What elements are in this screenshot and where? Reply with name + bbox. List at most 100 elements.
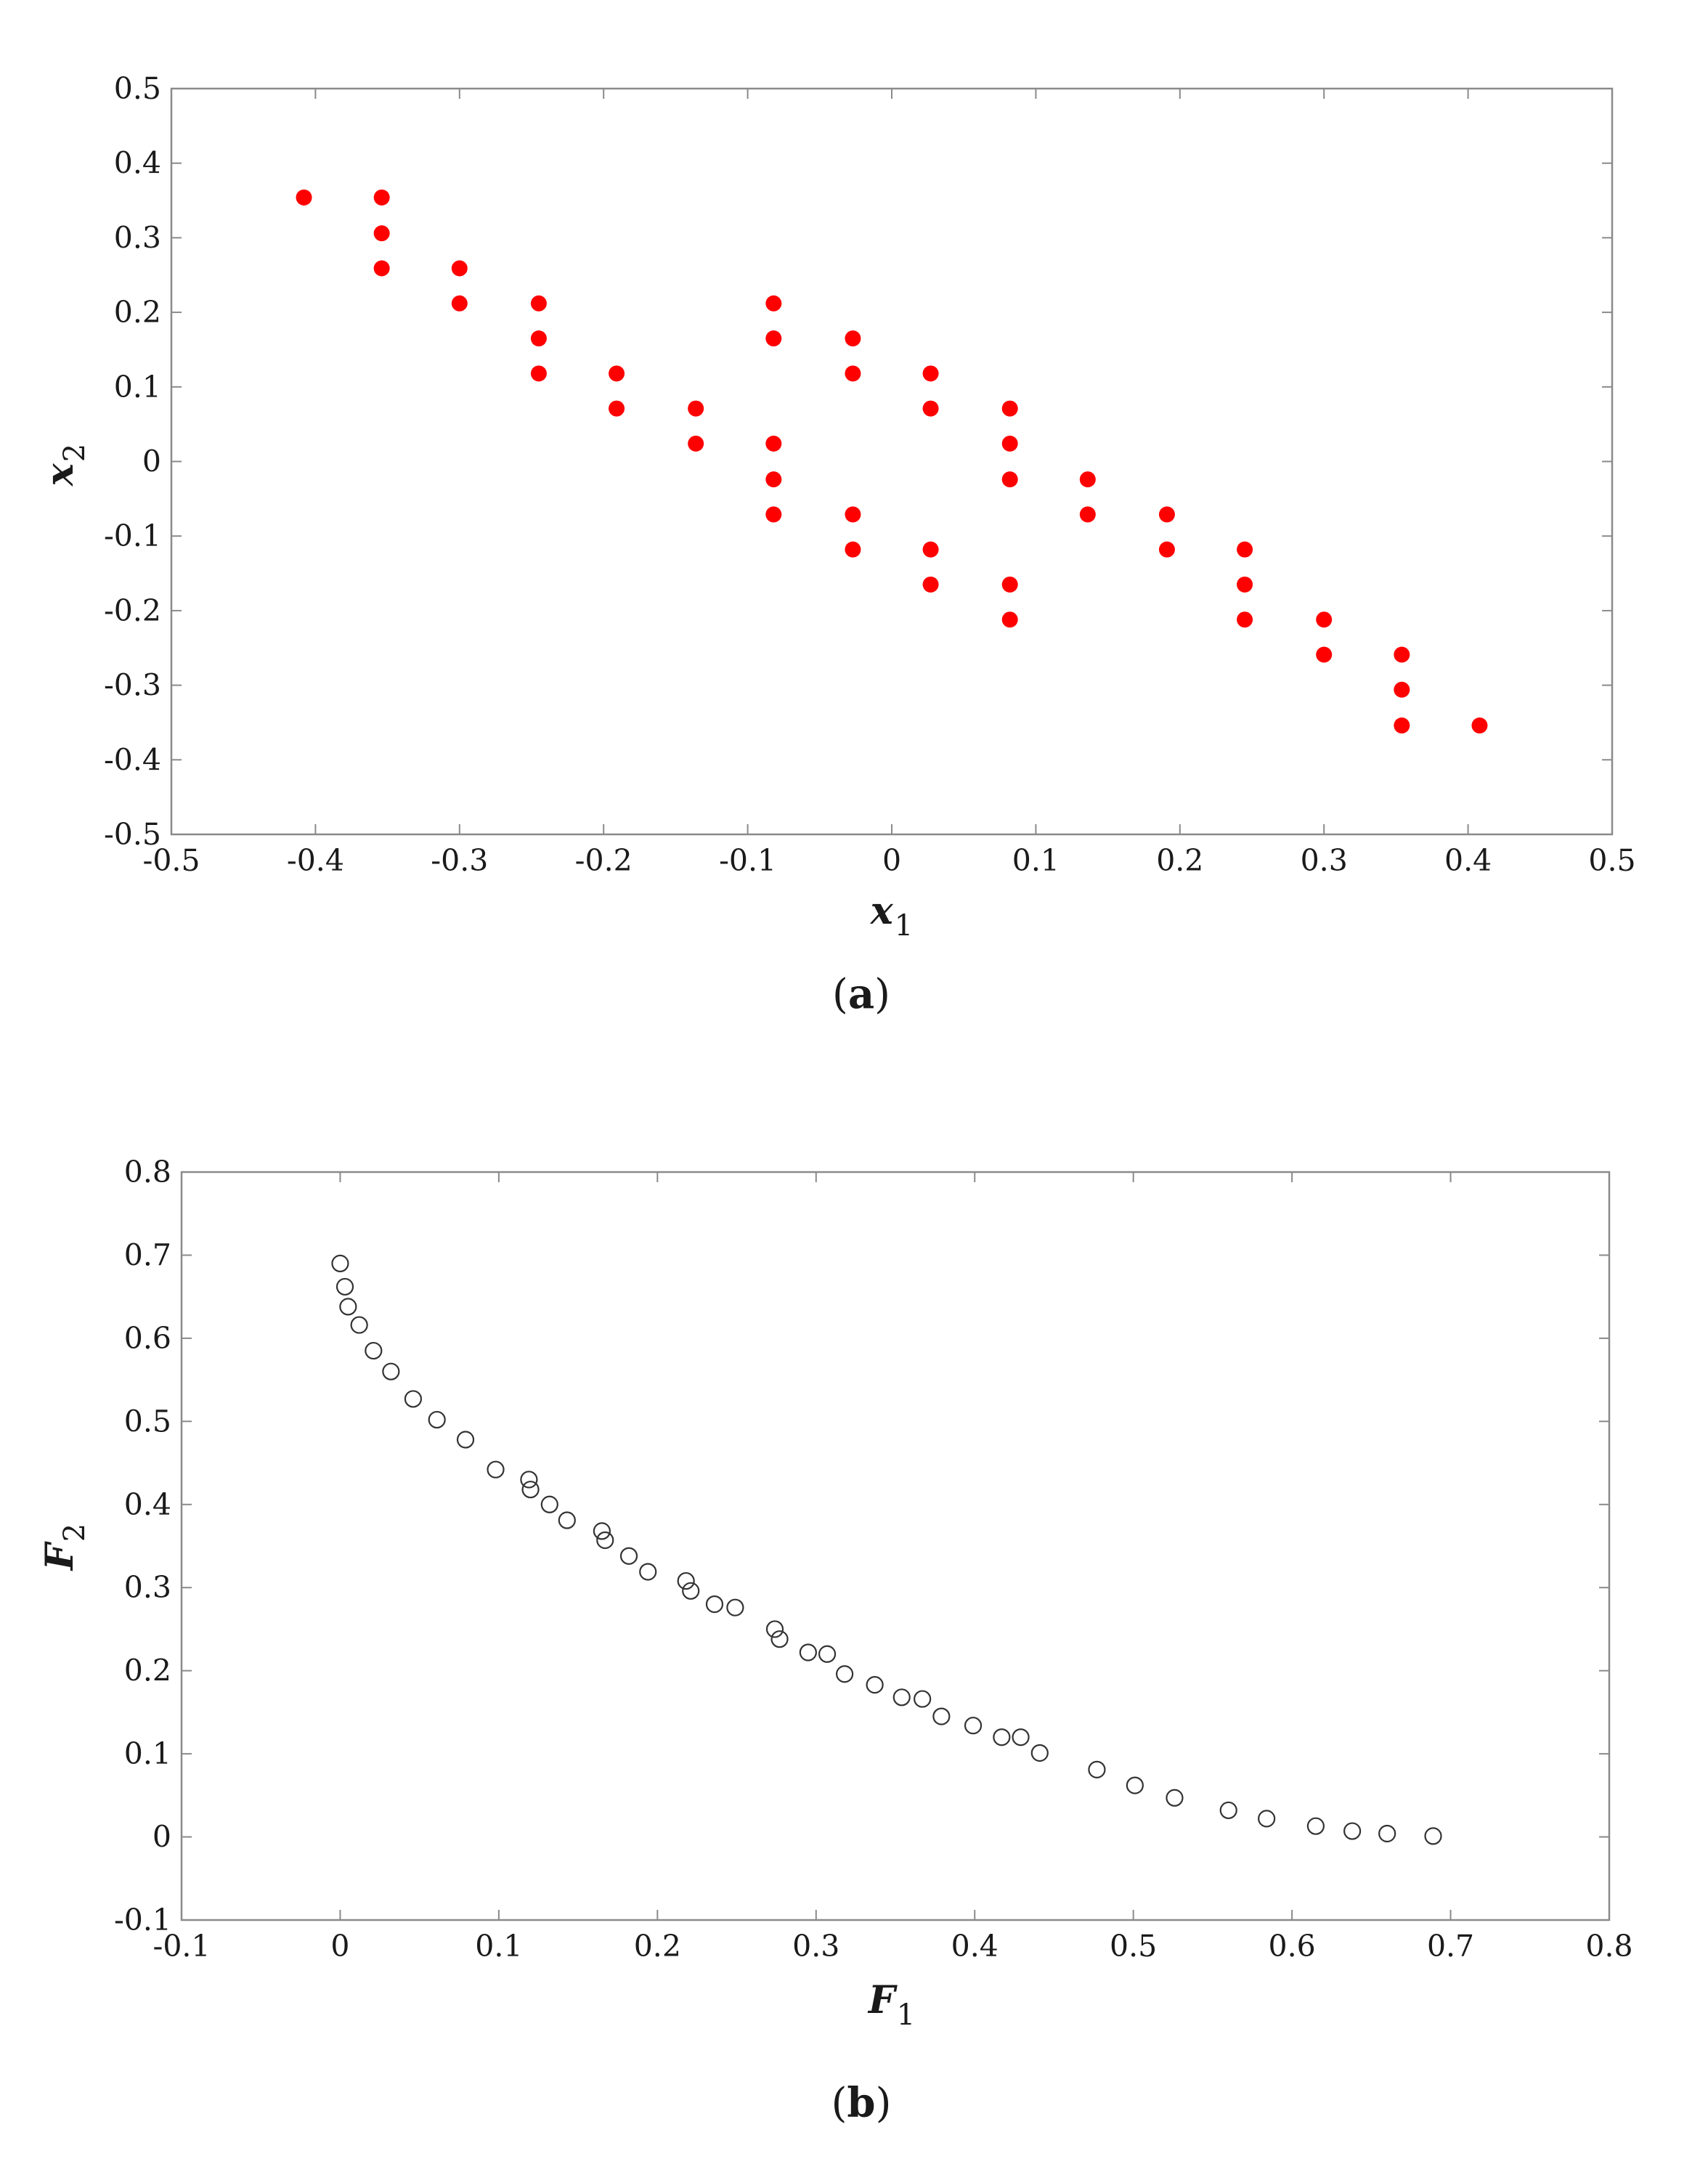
y-tick-label: 0.6 bbox=[124, 1321, 171, 1356]
x-tick-label: 0.3 bbox=[1301, 843, 1348, 878]
data-point bbox=[339, 1298, 357, 1316]
data-point bbox=[866, 1676, 884, 1694]
data-point bbox=[593, 1522, 611, 1540]
y-axis-label-b: F2 bbox=[38, 1524, 92, 1571]
y-tick-label: -0.5 bbox=[104, 817, 161, 852]
data-point bbox=[1258, 1810, 1276, 1828]
data-point bbox=[521, 1481, 540, 1499]
data-point bbox=[726, 1598, 744, 1616]
data-point bbox=[487, 1460, 505, 1478]
data-point bbox=[530, 330, 547, 347]
data-point bbox=[331, 1254, 349, 1272]
y-axis-label-a: x2 bbox=[38, 444, 92, 487]
data-point bbox=[964, 1717, 983, 1735]
x-tick-label: 0.4 bbox=[1444, 843, 1492, 878]
data-point bbox=[993, 1728, 1011, 1746]
data-point bbox=[1316, 611, 1333, 628]
x-tick-label: 0.8 bbox=[1585, 1929, 1632, 1964]
data-point bbox=[1079, 506, 1096, 523]
data-point bbox=[1237, 611, 1253, 628]
x-tick-label: 0.7 bbox=[1427, 1929, 1474, 1964]
y-tick-label: 0.2 bbox=[114, 295, 161, 330]
data-point bbox=[1424, 1827, 1442, 1845]
data-point bbox=[296, 189, 312, 206]
x-axis-label-b: F1 bbox=[867, 1978, 915, 2032]
data-point bbox=[1001, 400, 1018, 417]
data-point bbox=[451, 260, 468, 277]
data-point bbox=[845, 330, 861, 347]
data-point bbox=[1126, 1776, 1144, 1794]
data-point bbox=[596, 1531, 614, 1550]
x-tick-label: 0.3 bbox=[792, 1929, 839, 1964]
ticks-b: -0.1 0 0.1 0.2 0.3 0.4 0.5 0.6 0.7 0.8 -0.1 0 0.1 0.2… bbox=[114, 1155, 1633, 1964]
data-point bbox=[914, 1690, 932, 1708]
y-tick-label: -0.1 bbox=[104, 518, 161, 553]
data-point bbox=[1378, 1824, 1396, 1843]
y-tick-label: 0.2 bbox=[124, 1654, 171, 1688]
data-point bbox=[922, 541, 939, 558]
data-point bbox=[922, 400, 939, 417]
x-tick-label: 0.5 bbox=[1588, 843, 1635, 878]
data-point bbox=[1394, 717, 1410, 734]
y-tick-label: -0.1 bbox=[114, 1903, 171, 1937]
y-tick-label: 0.7 bbox=[124, 1237, 171, 1272]
data-point bbox=[639, 1563, 657, 1581]
y-tick-label: 0.3 bbox=[124, 1570, 171, 1605]
data-point bbox=[765, 295, 782, 312]
data-point bbox=[530, 365, 547, 382]
data-point bbox=[765, 471, 782, 488]
x-tick-label: 0.2 bbox=[1156, 843, 1203, 878]
data-point bbox=[765, 506, 782, 523]
y-tick-label: -0.2 bbox=[104, 593, 161, 628]
data-point bbox=[1166, 1789, 1184, 1807]
data-point bbox=[1012, 1728, 1030, 1746]
data-point bbox=[428, 1410, 446, 1429]
data-point bbox=[1237, 576, 1253, 593]
data-point bbox=[609, 400, 625, 417]
data-point bbox=[1471, 717, 1488, 734]
x-tick-label: -0.1 bbox=[719, 843, 776, 878]
data-point bbox=[1001, 611, 1018, 628]
data-point bbox=[451, 295, 468, 312]
data-point bbox=[765, 1620, 784, 1638]
data-point bbox=[1001, 576, 1018, 593]
data-point bbox=[1237, 541, 1253, 558]
data-point bbox=[682, 1582, 700, 1600]
data-point bbox=[845, 541, 861, 558]
y-tick-label: 0.4 bbox=[124, 1487, 171, 1522]
x-tick-label: 0 bbox=[882, 843, 901, 878]
y-tick-label: 0 bbox=[142, 444, 161, 479]
y-tick-label: 0.5 bbox=[114, 71, 161, 106]
y-tick-label: 0.4 bbox=[114, 146, 161, 181]
data-point bbox=[835, 1665, 854, 1683]
data-point bbox=[765, 330, 782, 347]
data-point bbox=[705, 1595, 724, 1614]
data-point bbox=[892, 1688, 911, 1707]
data-point bbox=[382, 1362, 400, 1380]
y-tick-label: 0.3 bbox=[114, 220, 161, 255]
data-point bbox=[770, 1630, 789, 1648]
data-point bbox=[1306, 1817, 1325, 1835]
y-tick-label: 0 bbox=[152, 1820, 171, 1855]
data-point bbox=[373, 189, 390, 206]
x-tick-label: 0.1 bbox=[475, 1929, 522, 1964]
x-tick-label: 0.4 bbox=[951, 1929, 999, 1964]
data-point bbox=[677, 1571, 695, 1590]
data-point bbox=[350, 1316, 368, 1334]
data-point bbox=[336, 1277, 354, 1296]
data-point bbox=[520, 1471, 538, 1489]
data-point bbox=[1001, 435, 1018, 452]
data-point bbox=[530, 295, 547, 312]
x-tick-label: 0 bbox=[330, 1929, 349, 1964]
chart-b: -0.1 0 0.1 0.2 0.3 0.4 0.5 0.6 0.7 0.8 -0.1 0 0.1 0.2… bbox=[38, 1155, 1633, 2127]
data-point bbox=[1158, 541, 1175, 558]
y-tick-label: 0.1 bbox=[124, 1736, 171, 1771]
x-tick-label: 0.1 bbox=[1012, 843, 1060, 878]
panel-label-b: (b) bbox=[831, 2079, 892, 2127]
x-tick-label: -0.5 bbox=[142, 843, 200, 878]
panel-label-a: (a) bbox=[832, 970, 890, 1018]
data-point bbox=[688, 400, 704, 417]
data-point bbox=[456, 1431, 475, 1449]
y-tick-label: 0.1 bbox=[114, 370, 161, 404]
data-point bbox=[845, 365, 861, 382]
